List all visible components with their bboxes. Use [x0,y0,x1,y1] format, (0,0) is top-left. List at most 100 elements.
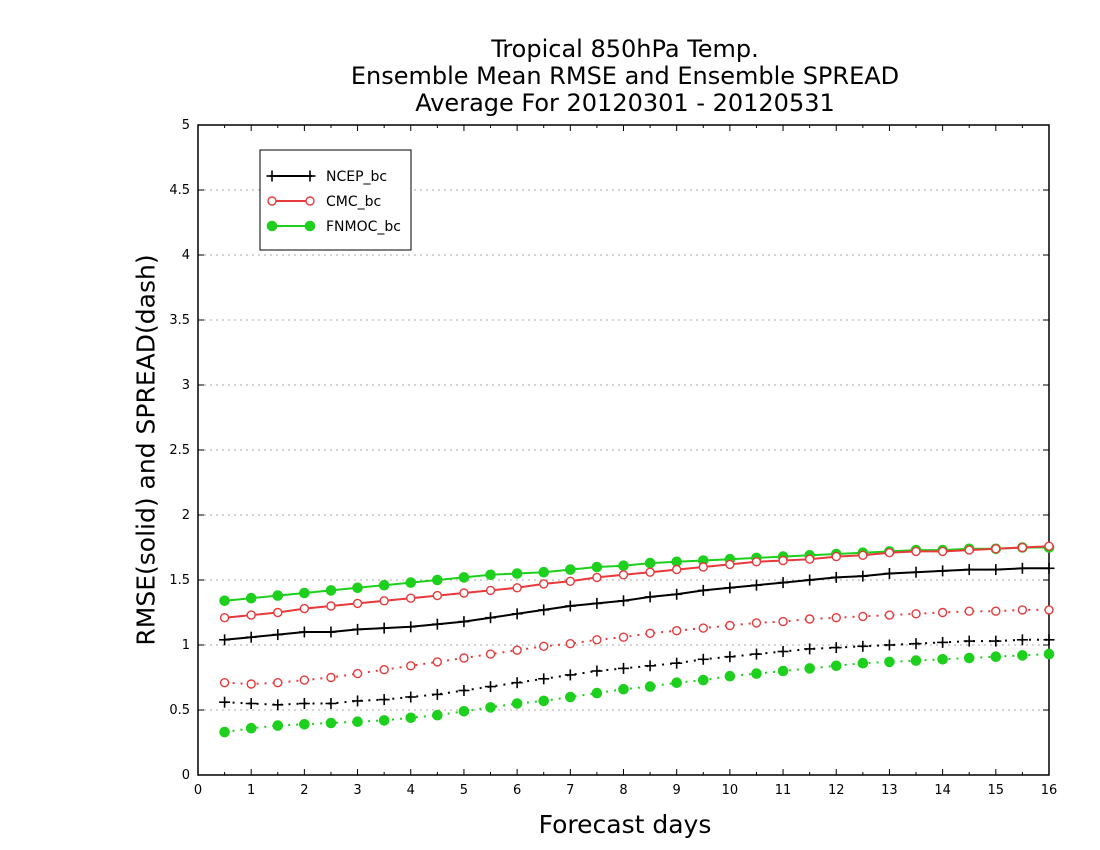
cmc-bc-rmse-point [326,601,336,611]
ncep-bc-spread-point [1043,634,1055,646]
cmc-bc-spread-point [299,675,310,685]
cmc-bc-rmse-point [432,590,443,601]
fnmoc-bc-spread-point [937,654,948,665]
fnmoc-bc-spread-point [963,652,975,664]
fnmoc-bc-rmse-point [272,590,284,601]
cmc-bc-spread-point [539,641,549,651]
fnmoc-bc-spread-point [724,670,736,682]
ncep-bc-rmse-point [564,600,576,612]
ncep-bc-rmse-point [378,622,390,634]
fnmoc-bc-spread-point [857,657,869,669]
ticks-layer: 00.511.522.533.544.550 1 2 3 4 5 6 7 8 9 10 11 12 13 1… [169,118,1057,798]
cmc-bc-spread-point [618,632,629,642]
x-tick-label: 3 [353,783,361,798]
y-tick-label: 4 [182,248,190,263]
ncep-bc-rmse-point [990,564,1002,576]
fnmoc-bc-rmse-point [565,564,576,575]
ncep-bc-rmse-point [1043,562,1055,574]
cmc-bc-spread-point [804,614,815,624]
x-tick-label: 16 [1041,783,1058,798]
fnmoc-bc-rmse-point [405,577,417,588]
cmc-bc-rmse-point [698,562,708,572]
fnmoc-bc-spread-point [458,706,470,717]
x-tick-label: 11 [775,783,792,798]
x-tick-label: 4 [407,783,415,798]
legend-marker-ncep-bc [304,170,316,182]
cmc-bc-rmse-point [1044,541,1054,551]
cmc-bc-rmse-point [778,555,788,566]
fnmoc-bc-spread-point [511,698,523,709]
ncep-bc-rmse-point [298,626,310,638]
fnmoc-bc-spread-point [591,687,603,699]
fnmoc-bc-rmse-point [538,566,550,578]
legend-label-fnmoc-bc: FNMOC_bc [326,219,401,235]
fnmoc-bc-rmse-point [485,569,496,581]
cmc-bc-spread-point [326,672,336,683]
cmc-bc-rmse-point [831,551,841,562]
fnmoc-bc-rmse-point [458,572,470,583]
ncep-bc-rmse-point [671,588,683,600]
fnmoc-bc-spread-point [777,665,789,677]
cmc-bc-spread-point [911,609,921,619]
cmc-bc-spread-line [224,608,1049,686]
fnmoc-bc-spread-point [671,677,682,689]
chart-title-line-2: Ensemble Mean RMSE and Ensemble SPREAD [350,62,900,90]
ncep-bc-rmse-point [883,568,895,579]
legend-marker-fnmoc-bc [304,220,316,232]
fnmoc-bc-rmse-point [511,568,523,579]
fnmoc-bc-rmse-point [618,560,629,572]
x-tick-label: 14 [934,783,951,798]
cmc-bc-spread-point [884,610,895,620]
legend: NCEP_bc CMC_bc FNMOC_bc [259,149,412,251]
y-tick-label: 0.5 [169,703,190,718]
cmc-bc-rmse-point [565,576,576,586]
cmc-bc-rmse-point [751,557,762,567]
cmc-bc-rmse-point [618,570,629,580]
x-tick-label: 0 [194,783,202,798]
x-tick-label: 5 [460,783,468,798]
ncep-bc-spread-point [618,662,629,674]
ncep-bc-rmse-point [538,604,550,616]
fnmoc-bc-rmse-point [219,595,230,607]
ncep-bc-spread-point [777,646,789,657]
grid-layer [198,189,1049,711]
legend-label-cmc-bc: CMC_bc [326,194,381,210]
ncep-bc-spread-point [352,695,364,707]
cmc-bc-rmse-point [804,554,815,564]
fnmoc-bc-spread-point [1043,648,1055,660]
cmc-bc-rmse-point [592,572,602,583]
ncep-bc-rmse-point [485,612,497,624]
ncep-bc-spread-point [272,699,284,711]
ncep-bc-spread-point [724,651,736,663]
x-tick-label: 15 [988,783,1005,798]
ncep-bc-spread-point [644,660,656,672]
cmc-bc-spread-point [459,653,469,663]
ncep-bc-spread-line [224,638,1049,706]
cmc-bc-spread-point [1044,605,1054,615]
cmc-bc-rmse-point [858,550,868,560]
ncep-bc-rmse-point [963,564,975,576]
cmc-bc-spread-point [645,628,655,638]
fnmoc-bc-rmse-point [378,579,390,591]
cmc-bc-spread-point [592,635,602,645]
x-tick-label: 12 [828,783,845,798]
fnmoc-bc-spread-point [884,656,895,668]
cmc-bc-spread-point [219,678,230,688]
fnmoc-bc-spread-point [432,709,443,721]
y-tick-label: 2 [182,508,190,523]
ncep-bc-rmse-point [644,591,656,603]
fnmoc-bc-rmse-point [591,561,603,573]
fnmoc-bc-spread-point [618,683,629,695]
fnmoc-bc-spread-point [352,716,363,728]
ncep-bc-spread-point [591,665,603,677]
y-tick-label: 3.5 [169,313,190,328]
cmc-bc-spread-point [432,657,443,667]
cmc-bc-spread-point [751,618,762,628]
ncep-bc-spread-point [564,669,576,681]
cmc-bc-spread-point [273,678,283,688]
cmc-bc-spread-point [379,665,389,675]
fnmoc-bc-spread-point [378,715,390,726]
ncep-bc-rmse-point [830,571,842,583]
cmc-bc-rmse-point [485,585,496,596]
